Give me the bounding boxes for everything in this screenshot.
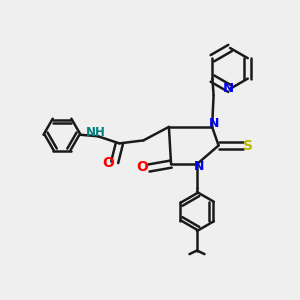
Text: NH: NH — [86, 126, 106, 139]
Text: O: O — [136, 160, 148, 174]
Text: S: S — [243, 139, 253, 152]
Text: N: N — [223, 82, 234, 95]
Text: N: N — [209, 117, 219, 130]
Text: O: O — [103, 156, 115, 170]
Text: N: N — [194, 160, 204, 173]
